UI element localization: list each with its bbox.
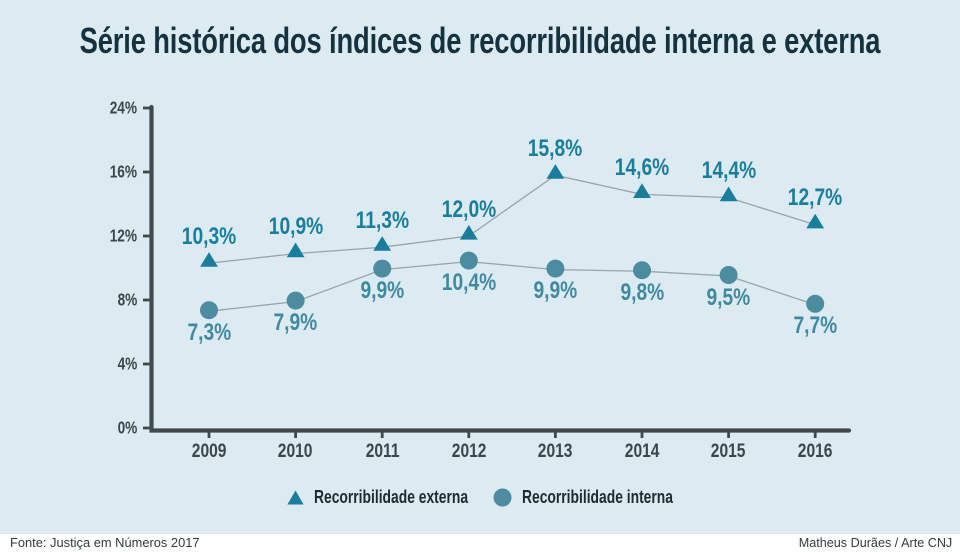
data-point-triangle [373,236,392,251]
value-label-interna: 7,9% [241,309,351,337]
data-point-triangle [719,186,738,202]
axis-lines [149,104,852,433]
legend-label-interna: Recorribilidade interna [522,487,674,508]
y-tick-label: 8% [47,290,137,311]
y-tick-label-text: 0% [117,417,137,438]
series-line-externa [208,174,816,264]
source-text-label: Fonte: Justiça em Números 2017 [10,535,200,550]
x-tick-label: 2013 [515,441,595,463]
data-point-circle [633,261,651,280]
y-tick-label-text: 16% [109,161,137,182]
y-tick-label: 0% [47,418,137,439]
data-point-triangle [286,242,305,258]
credit-text-label: Matheus Durães / Arte CNJ [798,535,952,550]
data-point-triangle [806,213,825,229]
value-label-text: 9,9% [360,277,405,305]
data-point-circle [373,259,392,278]
value-label-text: 15,8% [528,134,583,162]
legend-label-externa: Recorribilidade externa [314,487,469,508]
data-point-circle [286,291,305,310]
value-label-interna: 9,9% [500,277,610,305]
x-tick-label-text: 2013 [538,441,573,462]
value-label-text: 12,7% [787,184,843,212]
triangle-marker-icon [286,490,304,504]
value-label-interna: 9,5% [674,284,784,312]
value-label-externa: 12,7% [760,184,870,212]
source-text: Fonte: Justiça em Números 2017 [10,534,201,552]
value-label-externa: 14,6% [587,154,697,182]
data-point-triangle [459,224,478,240]
y-tick-label: 4% [47,354,137,375]
legend-item-externa: Recorribilidade externa [286,487,469,508]
credit-text: Matheus Durães / Arte CNJ [794,534,952,552]
value-label-externa: 14,4% [674,157,784,185]
data-point-triangle [200,252,218,267]
legend-label-text: Recorribilidade externa [313,486,468,507]
x-tick-label-text: 2010 [278,441,313,462]
value-label-text: 10,9% [268,213,323,241]
x-tick-label: 2015 [689,441,769,463]
x-tick-label: 2009 [169,441,249,463]
y-tick-label: 24% [47,98,137,119]
x-tick-label-text: 2016 [797,441,833,462]
data-point-circle [806,294,825,313]
value-label-interna: 7,7% [760,312,870,340]
value-label-text: 10,3% [181,222,237,250]
y-tick-label-text: 24% [109,97,137,118]
value-label-externa: 12,0% [414,196,524,224]
data-point-circle [719,266,738,284]
circle-marker-icon [493,488,511,506]
value-label-text: 7,3% [187,318,231,346]
x-tick-label: 2014 [602,441,682,463]
y-tick-label-text: 12% [109,225,137,246]
value-label-interna: 9,8% [587,279,697,307]
data-point-circle [546,259,565,278]
value-label-externa: 15,8% [500,135,610,163]
value-label-externa: 10,9% [241,213,351,241]
value-label-text: 12,0% [441,195,497,223]
value-label-text: 9,8% [620,278,664,306]
circle-marker-shape [493,488,511,506]
chart-title-text: Série histórica dos índices de recorribi… [79,20,881,61]
x-tick-label-text: 2009 [191,441,227,462]
value-label-text: 14,6% [614,153,670,181]
value-label-text: 7,7% [793,312,838,340]
value-label-text: 11,3% [355,206,409,234]
chart-legend: Recorribilidade externa Recorribilidade … [0,486,960,508]
legend-item-interna: Recorribilidade interna [493,487,674,508]
value-label-text: 7,9% [273,309,318,337]
value-label-interna: 10,4% [414,269,524,297]
value-label-text: 10,4% [441,269,497,297]
x-tick-label-text: 2012 [451,441,487,462]
y-tick-label: 12% [47,226,137,247]
y-tick-label-text: 4% [117,353,137,374]
x-tick-label: 2011 [342,441,422,463]
legend-label-text: Recorribilidade interna [521,486,673,507]
value-label-text: 14,4% [701,157,756,185]
x-tick-label: 2010 [256,441,336,463]
value-label-interna: 9,9% [327,277,437,305]
data-point-circle [200,301,218,320]
y-tick-label-text: 8% [117,289,137,310]
data-point-circle [459,251,478,270]
x-tick-label-text: 2011 [365,441,400,462]
value-label-text: 9,9% [533,277,578,305]
value-label-text: 9,5% [706,283,751,311]
value-label-externa: 10,3% [154,223,264,251]
value-label-externa: 11,3% [327,207,437,235]
data-point-triangle [633,183,651,198]
value-label-interna: 7,3% [154,319,264,347]
x-tick-label: 2016 [775,441,855,463]
x-tick-label-text: 2014 [624,441,660,462]
y-tick-label: 16% [47,162,137,183]
series-line-interna [208,260,816,312]
triangle-marker-shape [286,490,304,504]
footer-bar: Fonte: Justiça em Números 2017 Matheus D… [0,534,960,552]
x-tick-label-text: 2015 [711,441,746,462]
data-point-triangle [546,164,565,179]
x-tick-label: 2012 [429,441,509,463]
